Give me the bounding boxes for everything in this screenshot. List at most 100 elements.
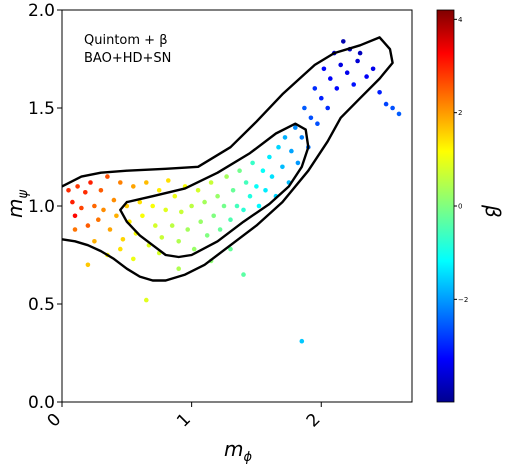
scatter-point [92, 203, 97, 209]
x-axis-label-base: m [224, 437, 243, 461]
x-tick-label: 1 [173, 410, 195, 432]
scatter-point [85, 223, 91, 228]
scatter-point [172, 193, 178, 199]
scatter-point [107, 227, 113, 232]
scatter-point [66, 188, 71, 193]
scatter-point [191, 246, 197, 252]
scatter-point [75, 184, 80, 189]
scatter-point [319, 95, 324, 101]
scatter-point [85, 262, 91, 268]
scatter-point [234, 203, 240, 209]
colorbar-label: β [481, 204, 505, 218]
scatter-point [195, 188, 201, 193]
scatter-point [118, 246, 123, 252]
scatter-point [208, 180, 214, 185]
scatter-point [241, 207, 246, 213]
contour-layer [61, 36, 394, 282]
scatter-point [189, 203, 194, 209]
scatter-point [247, 193, 253, 199]
scatter-point [140, 213, 145, 219]
scatter-point [228, 246, 233, 252]
scatter-point [92, 239, 97, 244]
scatter-point [328, 76, 333, 81]
x-axis-label: mϕ [224, 437, 252, 465]
scatter-point [179, 209, 184, 215]
scatter-point [118, 180, 123, 185]
colorbar-tick-label: −2 [458, 296, 468, 304]
scatter-point [254, 184, 259, 189]
scatter-point [217, 227, 223, 232]
scatter-point [176, 266, 181, 272]
contour-outer [61, 36, 394, 282]
y-tick-label: 0.5 [28, 295, 55, 315]
scatter-point [72, 213, 78, 219]
scatter-point [70, 199, 75, 205]
scatter-point [280, 164, 285, 170]
scatter-point [185, 227, 190, 232]
colorbar-ticks: 4 2 0 −2 [454, 16, 468, 304]
scatter-point [114, 213, 119, 219]
scatter-point [241, 272, 246, 277]
scatter-point [153, 223, 158, 228]
scatter-point [228, 217, 233, 222]
scatter-point [325, 105, 331, 111]
scatter-point [289, 148, 294, 154]
scatter-point [357, 50, 363, 56]
scatter-point [163, 207, 168, 213]
scatter-point [364, 74, 369, 79]
colorbar-tick-label: 4 [458, 16, 463, 24]
scatter-point [221, 203, 227, 209]
x-axis-label-sub: ϕ [243, 450, 252, 465]
scatter-point [120, 237, 126, 242]
scatter-point [204, 233, 210, 238]
scatter-point [260, 168, 266, 173]
scatter-point [295, 160, 301, 166]
scatter-point [156, 188, 162, 193]
scatter-point [101, 207, 106, 213]
scatter-point [355, 58, 360, 64]
y-tick-label: 1.0 [28, 197, 55, 217]
scatter-point [230, 188, 236, 193]
scatter-point [83, 190, 88, 195]
scatter-point [263, 188, 268, 193]
scatter-point [282, 135, 288, 140]
scatter-point [150, 203, 155, 209]
colorbar-tick-label: 2 [458, 109, 462, 117]
scatter-point [276, 144, 281, 150]
scatter-point [256, 203, 262, 209]
y-axis-label: mψ [3, 190, 31, 218]
scatter-point [169, 223, 175, 228]
y-tick-label: 2.0 [28, 1, 55, 21]
y-axis-label-base: m [3, 199, 27, 218]
annotation-line-2: BAO+HD+SN [84, 51, 171, 66]
scatter-point [299, 135, 305, 140]
scatter-point [308, 115, 314, 121]
scatter-point [250, 160, 255, 166]
x-tick-label: 2 [303, 410, 325, 432]
scatter-point [131, 256, 136, 262]
scatter-point [396, 111, 402, 117]
scatter-point [144, 297, 149, 303]
scatter-point [98, 188, 104, 193]
scatter-point [302, 105, 307, 111]
scatter-point [312, 86, 318, 91]
y-tick-label: 0.0 [28, 393, 55, 413]
y-axis-label-sub: ψ [16, 190, 31, 199]
y-tick-label: 1.5 [28, 99, 55, 119]
scatter-point [88, 180, 93, 185]
scatter-point [344, 70, 350, 75]
scatter-point [159, 235, 165, 240]
scatter-point [390, 105, 395, 111]
scatter-point [269, 174, 275, 179]
scatter-point [176, 239, 181, 244]
scatter-point [211, 213, 216, 219]
scatter-point [334, 86, 340, 91]
scatter-point [79, 205, 84, 211]
scatter-point [377, 90, 382, 95]
scatter-point [341, 39, 346, 44]
scatter-point [111, 197, 117, 203]
scatter-point [243, 180, 249, 185]
scatter-point [137, 199, 143, 205]
